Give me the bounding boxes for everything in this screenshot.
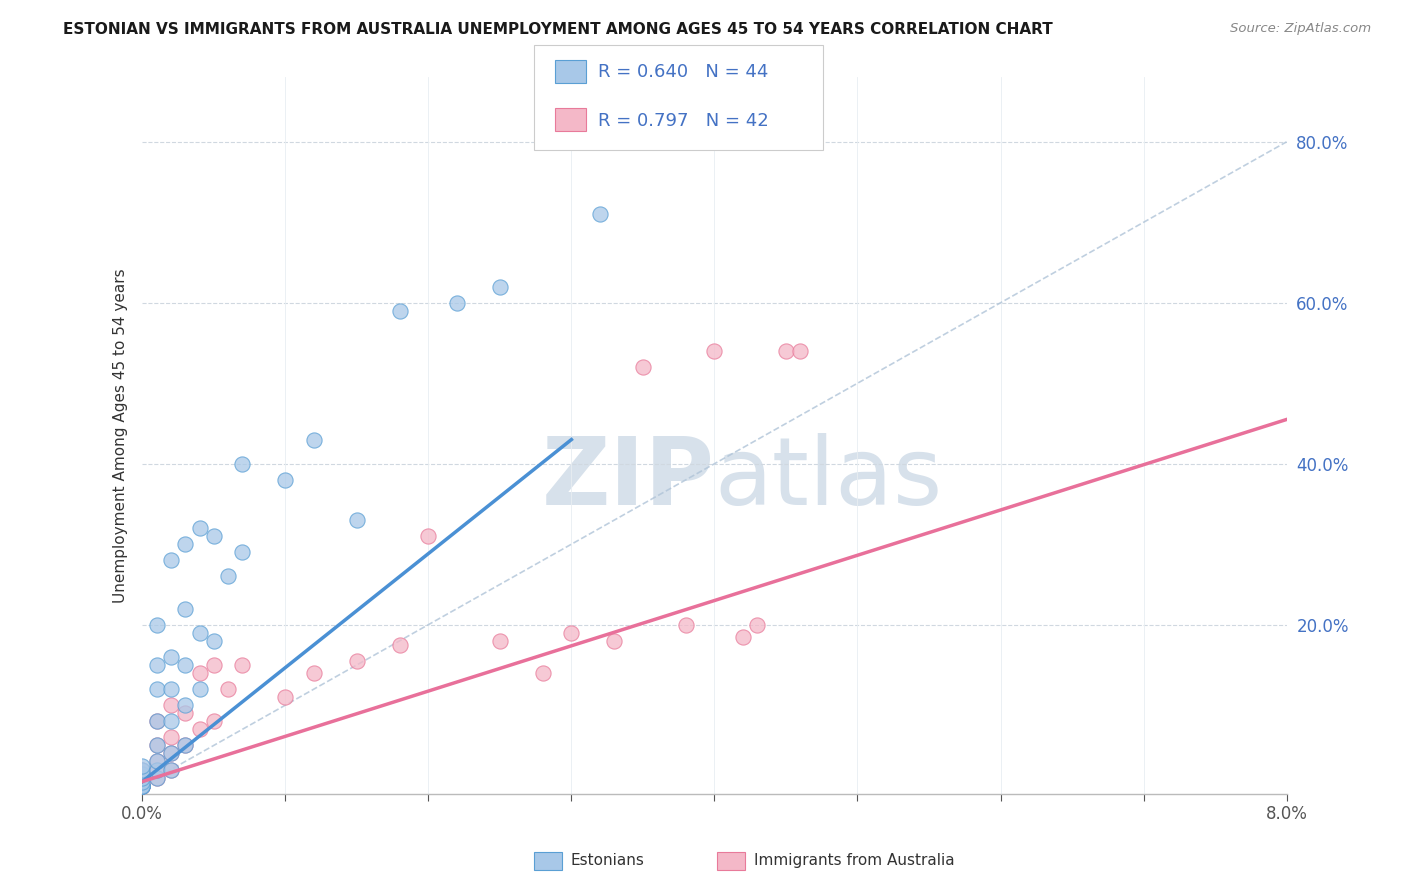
Point xyxy=(160,763,183,777)
Point xyxy=(188,665,211,680)
Point xyxy=(160,747,183,761)
Point xyxy=(231,457,253,471)
Point xyxy=(131,779,153,793)
Point xyxy=(274,690,297,705)
Point xyxy=(160,553,183,567)
Point xyxy=(202,529,225,543)
Text: Immigrants from Australia: Immigrants from Australia xyxy=(754,854,955,868)
Text: ZIP: ZIP xyxy=(541,433,714,524)
Point xyxy=(145,771,167,785)
Point xyxy=(188,521,211,535)
Point xyxy=(489,279,512,293)
Point xyxy=(131,771,153,785)
Point xyxy=(145,681,167,696)
Point xyxy=(302,665,325,680)
Point xyxy=(131,771,153,785)
Point xyxy=(188,723,211,737)
Point xyxy=(703,344,725,359)
Point xyxy=(160,763,183,777)
Point xyxy=(775,344,797,359)
Point xyxy=(131,779,153,793)
Point xyxy=(418,529,440,543)
Y-axis label: Unemployment Among Ages 45 to 54 years: Unemployment Among Ages 45 to 54 years xyxy=(114,268,128,603)
Point xyxy=(675,617,697,632)
Point xyxy=(145,714,167,729)
Point xyxy=(217,569,239,583)
Point xyxy=(302,433,325,447)
Text: Estonians: Estonians xyxy=(571,854,645,868)
Point xyxy=(131,763,153,777)
Point xyxy=(603,633,626,648)
Point xyxy=(174,601,197,615)
Point xyxy=(174,537,197,551)
Point xyxy=(145,755,167,769)
Point xyxy=(145,657,167,672)
Point xyxy=(160,747,183,761)
Point xyxy=(131,779,153,793)
Point xyxy=(131,779,153,793)
Point xyxy=(174,739,197,753)
Point xyxy=(131,774,153,789)
Point xyxy=(388,303,411,318)
Point xyxy=(160,731,183,745)
Point xyxy=(160,681,183,696)
Point xyxy=(388,638,411,652)
Point xyxy=(145,755,167,769)
Point xyxy=(160,714,183,729)
Point xyxy=(145,739,167,753)
Point xyxy=(145,714,167,729)
Point xyxy=(789,344,811,359)
Point xyxy=(131,779,153,793)
Point xyxy=(131,763,153,777)
Point xyxy=(131,766,153,780)
Point xyxy=(145,771,167,785)
Point xyxy=(274,473,297,487)
Text: Source: ZipAtlas.com: Source: ZipAtlas.com xyxy=(1230,22,1371,36)
Point xyxy=(131,779,153,793)
Point xyxy=(531,665,554,680)
Point xyxy=(346,654,368,668)
Point xyxy=(489,633,512,648)
Point xyxy=(160,698,183,713)
Point xyxy=(131,766,153,780)
Point xyxy=(174,739,197,753)
Point xyxy=(188,625,211,640)
Point xyxy=(747,617,769,632)
Point xyxy=(145,739,167,753)
Point xyxy=(131,779,153,793)
Point xyxy=(217,681,239,696)
Point xyxy=(160,649,183,664)
Point xyxy=(131,774,153,789)
Point xyxy=(202,714,225,729)
Point xyxy=(188,681,211,696)
Text: atlas: atlas xyxy=(714,433,942,524)
Point xyxy=(589,207,612,221)
Point xyxy=(131,779,153,793)
Point xyxy=(346,513,368,527)
Point xyxy=(231,545,253,559)
Point xyxy=(145,617,167,632)
Point xyxy=(131,779,153,793)
Point xyxy=(202,633,225,648)
Point xyxy=(131,758,153,772)
Text: R = 0.640   N = 44: R = 0.640 N = 44 xyxy=(598,63,768,81)
Point xyxy=(446,295,468,310)
Point xyxy=(145,763,167,777)
Point xyxy=(731,630,754,644)
Point xyxy=(174,698,197,713)
Point xyxy=(231,657,253,672)
Text: ESTONIAN VS IMMIGRANTS FROM AUSTRALIA UNEMPLOYMENT AMONG AGES 45 TO 54 YEARS COR: ESTONIAN VS IMMIGRANTS FROM AUSTRALIA UN… xyxy=(63,22,1053,37)
Point xyxy=(202,657,225,672)
Point xyxy=(145,763,167,777)
Point xyxy=(131,779,153,793)
Text: R = 0.797   N = 42: R = 0.797 N = 42 xyxy=(598,112,768,129)
Point xyxy=(174,706,197,721)
Point xyxy=(174,657,197,672)
Point xyxy=(560,625,582,640)
Point xyxy=(631,360,654,375)
